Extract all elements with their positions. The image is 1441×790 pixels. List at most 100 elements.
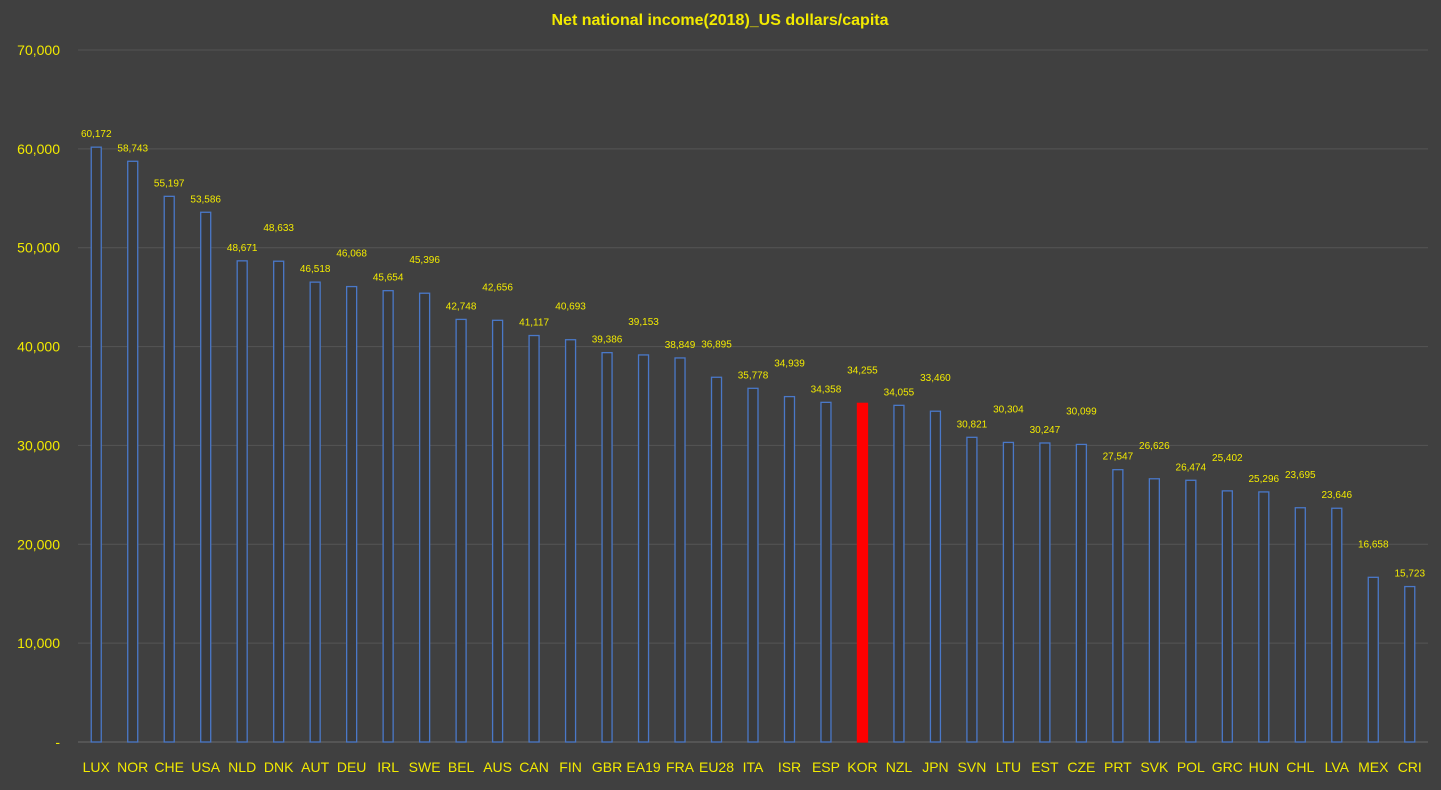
bar-ltu [1002,441,1015,743]
bar-usa [200,211,212,743]
bar-gbr [601,351,613,743]
x-tick-label: ITA [743,759,764,775]
x-tick-label: CHE [154,759,184,775]
y-tick-label: 10,000 [17,635,60,651]
data-labels: 60,172 58,743 55,197 53,586 48,671 48,633 46,5… [81,129,1426,579]
x-tick-label: NZL [886,759,913,775]
data-label: 48,633 [263,223,294,234]
bar-che [163,195,175,743]
bar-esp [820,401,832,743]
data-label: 33,460 [920,373,951,384]
bar-ea19 [637,354,650,743]
data-label: 26,626 [1139,441,1170,452]
x-tick-label: DNK [264,759,294,775]
data-label: 34,255 [847,365,878,376]
x-tick-label: EST [1031,759,1059,775]
x-tick-label: POL [1177,759,1205,775]
data-label: 36,895 [701,339,732,350]
bar-nor [127,160,139,743]
x-tick-label: GRC [1212,759,1243,775]
bar-lux [90,146,102,743]
data-label: 41,117 [519,318,549,329]
bar-mex [1367,576,1379,743]
data-label: 53,586 [190,194,221,205]
x-tick-label: CZE [1067,759,1095,775]
data-label: 42,748 [446,301,477,312]
y-tick-label: 60,000 [17,141,60,157]
y-tick-label: 50,000 [17,240,60,256]
bar-pol [1185,479,1197,743]
bar-est [1039,442,1051,743]
bar-fin [564,339,577,743]
data-label: 46,518 [300,264,331,275]
data-label: 38,849 [665,340,696,351]
x-tick-label: ISR [778,759,801,775]
bar-can [528,334,540,743]
bar-grc [1221,490,1233,743]
data-label: 40,693 [555,302,586,313]
data-label: 55,197 [154,178,185,189]
x-tick-label: CHL [1286,759,1314,775]
data-label: 48,671 [227,243,258,254]
data-label: 30,304 [993,404,1024,415]
x-tick-label: HUN [1249,759,1279,775]
bar-swe [418,292,431,743]
bar-hun [1258,491,1270,743]
x-tick-label: EA19 [626,759,660,775]
x-tick-label: JPN [922,759,948,775]
data-label: 34,939 [774,359,805,370]
bar-eu28 [710,376,723,743]
data-label: 34,358 [811,384,842,395]
data-label: 25,402 [1212,453,1243,464]
bar-aut [309,281,321,743]
x-tick-label: KOR [847,759,877,775]
x-tick-label: BEL [448,759,475,775]
x-tick-label: ESP [812,759,840,775]
data-label: 34,055 [884,387,915,398]
x-tick-label: CAN [519,759,549,775]
data-label: 15,723 [1394,569,1425,580]
bar-ita [747,387,759,743]
data-label: 30,821 [957,419,988,430]
data-label: 35,778 [738,370,769,381]
x-tick-label: NLD [228,759,256,775]
bar-chl [1294,507,1306,743]
x-tick-label: MEX [1358,759,1389,775]
bar-cze [1075,443,1088,743]
x-tick-label: LUX [83,759,111,775]
y-tick-label: 20,000 [17,536,60,552]
data-label: 42,656 [482,282,513,293]
bar-lva [1331,507,1343,743]
data-label: 45,396 [409,255,440,266]
bar-prt [1112,469,1124,743]
y-tick-label: - [55,734,60,750]
bar-dnk [273,260,285,743]
x-tick-label: SVN [958,759,987,775]
x-tick-label: LVA [1325,759,1350,775]
x-tick-label: AUS [483,759,512,775]
data-label: 23,646 [1321,490,1352,501]
x-tick-label: LTU [996,759,1021,775]
bar-irl [382,290,394,743]
data-label: 39,153 [628,317,659,328]
x-tick-label: USA [191,759,220,775]
bar-nzl [893,404,905,743]
x-tick-label: EU28 [699,759,734,775]
data-label: 45,654 [373,273,404,284]
x-tick-label: FRA [666,759,695,775]
x-tick-label: GBR [592,759,622,775]
bar-bel [455,318,467,743]
x-tick-label: PRT [1104,759,1132,775]
x-tick-label: FIN [559,759,582,775]
data-label: 46,068 [336,249,367,260]
y-tick-label: 30,000 [17,437,60,453]
chart-title: Net national income(2018)_US dollars/cap… [552,12,889,29]
bar-svn [966,436,978,743]
data-label: 58,743 [117,143,148,154]
x-tick-label: CRI [1398,759,1422,775]
bars [90,146,1416,743]
data-label: 26,474 [1176,462,1207,473]
bar-deu [345,285,358,743]
bar-cri [1404,585,1416,743]
data-label: 16,658 [1358,539,1389,550]
